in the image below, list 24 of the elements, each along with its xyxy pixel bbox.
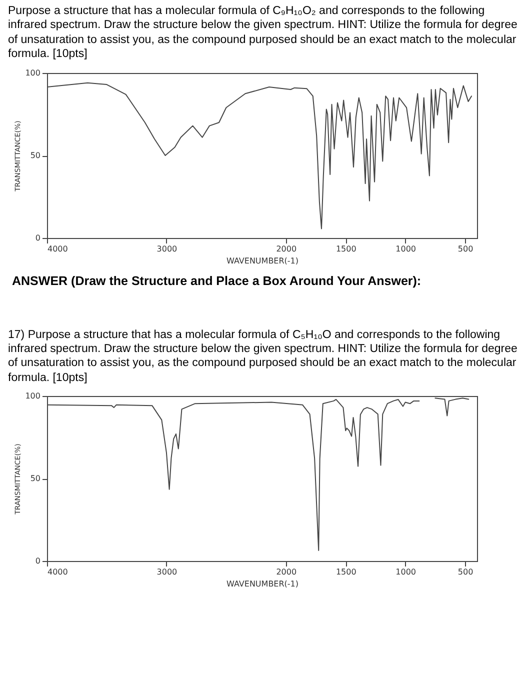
y-tick-label: 50 (30, 150, 40, 160)
x-tick-label: 2000 (276, 568, 297, 576)
x-tick-label: 2000 (276, 244, 297, 253)
line-series (47, 82, 472, 229)
y-tick-label: 0 (35, 233, 40, 242)
x-tick-label: 500 (458, 244, 474, 253)
y-tick-label: 50 (30, 474, 40, 483)
y-tick-label: 100 (25, 392, 40, 400)
x-tick-label: 500 (458, 568, 474, 576)
chart-title: 17) Purpose a structure that has a molecular formula of C₅H₁₀O and corresponds to the following infrared spectrum. Draw the structure below the given spectrum. HINT: Utilize the formula for degree of unsaturation to assist you, as the compound purposed should be an exact match to the molecular formula. [10pts] (8, 328, 518, 385)
y-tick-label: 100 (25, 68, 40, 77)
x-tick-label: 1500 (336, 568, 356, 576)
x-tick-label: 4000 (48, 568, 68, 576)
x-axis-title: WAVENUMBER(-1) (226, 256, 299, 265)
y-tick-label: 0 (35, 556, 40, 566)
x-tick-label: 3000 (156, 244, 178, 253)
x-axis-title: WAVENUMBER(-1) (226, 580, 299, 588)
x-tick-label: 1000 (396, 244, 416, 253)
x-tick-label: 1000 (396, 568, 416, 576)
chart-title: Purpose a structure that has a molecular formula of C₉H₁₀O₂ and corresponds to the following infrared spectrum. Draw the structure below the given spectrum. HINT: Utilize the formula for degree of unsaturation to assist you, as the compound purposed should be an exact match to the molecular formula. [10pts] (8, 4, 518, 62)
text: ANSWER (Draw the Structure and Place a Box Around Your Answer): (12, 274, 422, 288)
x-tick-label: 4000 (48, 244, 68, 253)
x-tick-label: 1500 (336, 244, 356, 253)
x-tick-label: 3000 (156, 568, 178, 576)
